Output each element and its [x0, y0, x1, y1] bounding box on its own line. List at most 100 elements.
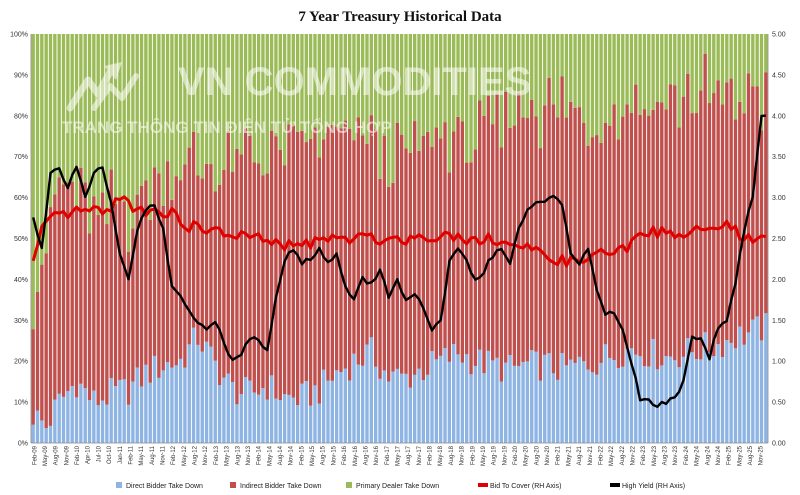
- bar-indirect: [226, 131, 230, 374]
- bar-primary: [330, 34, 334, 125]
- legend-swatch: [610, 483, 620, 487]
- bar-direct: [386, 381, 391, 443]
- bar-primary: [564, 34, 569, 118]
- bar-indirect: [612, 104, 616, 360]
- x-tick-label: Feb-22: [598, 445, 604, 465]
- bar-indirect: [92, 196, 96, 391]
- bar-direct: [165, 362, 170, 443]
- bar-indirect: [174, 176, 178, 366]
- bar-direct: [183, 367, 187, 443]
- bar-direct: [577, 356, 582, 443]
- bar-primary: [187, 34, 191, 148]
- bar-indirect: [746, 73, 751, 333]
- bar-primary: [61, 34, 66, 185]
- bar-indirect: [430, 146, 434, 352]
- bar-indirect: [438, 138, 443, 356]
- x-tick-label: Feb-20: [513, 445, 519, 465]
- bar-primary: [57, 34, 61, 178]
- bar-primary: [321, 34, 326, 140]
- bar-primary: [456, 34, 460, 117]
- bar-indirect: [308, 138, 313, 406]
- bar-direct: [512, 365, 517, 443]
- bar-indirect: [486, 96, 491, 351]
- bar-indirect: [139, 185, 144, 387]
- bar-direct: [438, 355, 443, 443]
- bar-direct: [352, 353, 356, 443]
- bar-primary: [452, 34, 456, 132]
- x-tick-label: Aug-18: [449, 445, 455, 465]
- x-tick-label: Feb-11: [128, 445, 134, 464]
- legend-label: Primary Dealer Take Down: [356, 483, 439, 490]
- x-tick-label: Aug-11: [150, 445, 156, 465]
- bar-direct: [556, 379, 560, 443]
- x-tick-label: Nov-16: [374, 445, 380, 465]
- bar-indirect: [686, 73, 690, 339]
- bar-primary: [378, 34, 382, 179]
- bar-primary: [109, 34, 113, 170]
- bar-primary: [556, 34, 560, 118]
- bar-primary: [690, 34, 694, 114]
- bar-direct: [378, 378, 382, 443]
- bar-direct: [603, 344, 608, 443]
- bar-direct: [759, 340, 764, 443]
- bar-indirect: [100, 192, 105, 401]
- bar-primary: [547, 34, 551, 78]
- x-tick-label: Feb-09: [32, 445, 38, 465]
- bar-direct: [126, 404, 131, 443]
- bar-direct: [746, 332, 751, 443]
- bar-direct: [573, 362, 577, 443]
- bar-direct: [74, 397, 79, 443]
- bar-primary: [746, 34, 751, 74]
- bar-primary: [495, 34, 499, 95]
- left-tick-label: 20%: [14, 359, 28, 366]
- bar-primary: [44, 34, 48, 254]
- bar-primary: [48, 34, 53, 208]
- bar-direct: [265, 399, 269, 443]
- x-tick-label: May-21: [566, 445, 572, 466]
- bar-primary: [725, 34, 729, 83]
- bar-indirect: [473, 149, 478, 366]
- bar-primary: [660, 34, 664, 103]
- bar-primary: [178, 34, 183, 181]
- bar-direct: [590, 372, 595, 443]
- bar-primary: [174, 34, 178, 177]
- bar-direct: [152, 355, 157, 443]
- bar-direct: [517, 365, 521, 443]
- bar-direct: [196, 344, 200, 443]
- bar-primary: [699, 34, 703, 91]
- right-tick-label: 3.50: [772, 154, 786, 161]
- bar-direct: [239, 394, 243, 443]
- bar-indirect: [96, 214, 100, 406]
- bar-direct: [547, 353, 551, 443]
- legend-label: Indirect Bidder Take Down: [240, 483, 322, 490]
- x-tick-label: Aug-23: [663, 445, 669, 465]
- bar-direct: [430, 351, 434, 443]
- bar-primary: [239, 34, 243, 155]
- bar-direct: [304, 381, 308, 443]
- bar-primary: [612, 34, 616, 105]
- x-tick-label: Feb-12: [171, 445, 177, 465]
- bar-indirect: [213, 191, 217, 361]
- x-tick-label: Feb-18: [428, 445, 434, 465]
- bar-direct: [248, 380, 252, 443]
- bar-direct: [326, 380, 330, 443]
- bar-direct: [391, 371, 395, 443]
- bar-direct: [83, 388, 87, 443]
- bar-indirect: [204, 163, 209, 342]
- legend-swatch: [346, 482, 352, 488]
- bar-primary: [256, 34, 261, 164]
- x-tick-label: Oct-10: [107, 445, 113, 464]
- bar-direct: [113, 386, 118, 443]
- bar-indirect: [560, 76, 564, 354]
- bar-direct: [569, 359, 573, 443]
- bar-primary: [161, 34, 165, 206]
- legend-swatch: [230, 482, 236, 488]
- bar-primary: [573, 34, 577, 108]
- bar-direct: [174, 365, 178, 443]
- bar-direct: [170, 367, 174, 443]
- bar-primary: [651, 34, 655, 110]
- bar-indirect: [499, 147, 504, 382]
- x-tick-label: Aug-12: [193, 445, 199, 465]
- bar-direct: [707, 352, 712, 443]
- bar-indirect: [352, 140, 356, 354]
